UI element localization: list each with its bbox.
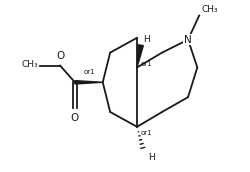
Text: N: N [184,35,192,45]
Polygon shape [75,81,103,84]
Text: O: O [71,113,79,123]
Text: H: H [148,153,155,162]
Text: CH₃: CH₃ [201,5,218,14]
Text: H: H [144,35,150,44]
Text: O: O [56,51,64,61]
Polygon shape [137,45,143,67]
Text: or1: or1 [141,130,152,136]
Text: CH₃: CH₃ [21,60,38,69]
Text: or1: or1 [141,61,152,67]
Text: or1: or1 [84,69,95,75]
